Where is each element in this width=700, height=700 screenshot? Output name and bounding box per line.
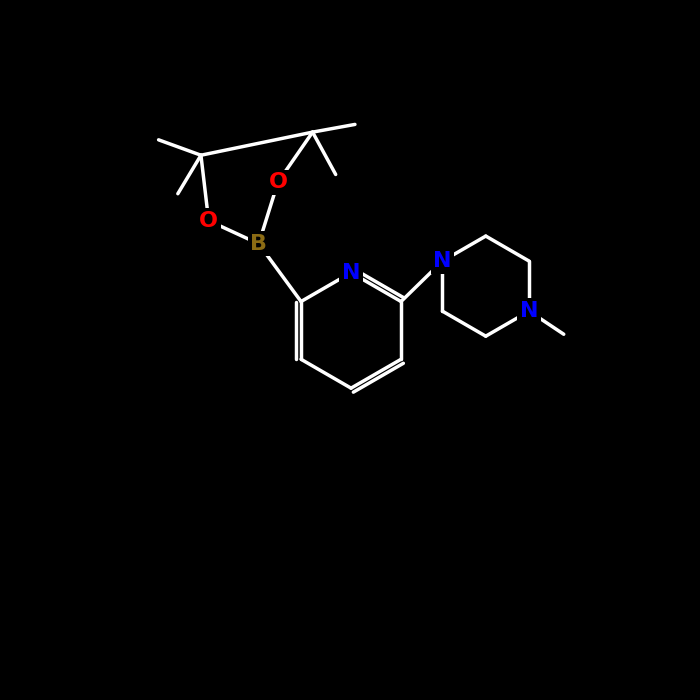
Text: N: N bbox=[520, 301, 538, 321]
Text: N: N bbox=[433, 251, 452, 271]
Text: O: O bbox=[268, 172, 288, 192]
Text: N: N bbox=[342, 262, 360, 283]
Text: O: O bbox=[199, 211, 218, 231]
Text: B: B bbox=[250, 234, 267, 254]
